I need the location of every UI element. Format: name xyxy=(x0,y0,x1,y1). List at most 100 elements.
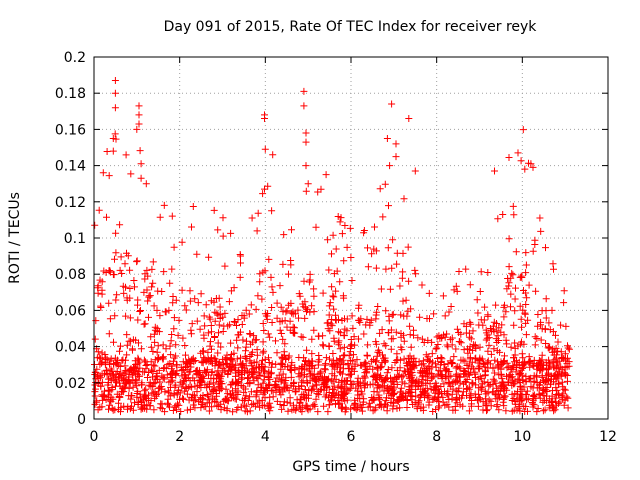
data-point xyxy=(530,356,538,364)
data-point xyxy=(328,322,336,330)
data-point xyxy=(330,305,338,313)
data-point xyxy=(484,312,492,320)
data-point xyxy=(131,364,139,372)
data-point xyxy=(347,405,355,413)
data-point xyxy=(259,349,267,357)
data-point xyxy=(362,321,370,329)
data-point xyxy=(224,322,232,330)
data-point xyxy=(431,386,439,394)
data-point xyxy=(412,270,420,278)
data-point xyxy=(243,337,250,345)
data-point xyxy=(112,296,120,304)
data-point xyxy=(151,338,159,346)
data-point xyxy=(511,307,519,315)
data-point xyxy=(493,384,501,392)
data-point xyxy=(510,406,518,414)
data-point xyxy=(199,359,207,367)
data-point xyxy=(469,380,477,388)
data-point xyxy=(259,320,267,327)
data-point xyxy=(537,227,545,235)
data-point xyxy=(410,331,417,339)
data-point xyxy=(279,260,287,268)
data-point xyxy=(329,350,337,357)
data-point xyxy=(554,338,562,346)
data-point xyxy=(268,304,276,311)
data-point xyxy=(91,369,99,376)
data-point xyxy=(252,393,260,401)
data-point xyxy=(407,392,415,400)
data-point xyxy=(316,386,324,394)
data-point xyxy=(147,343,155,351)
data-point xyxy=(290,380,297,387)
data-point xyxy=(174,331,182,339)
data-point xyxy=(511,344,519,352)
data-point xyxy=(264,330,272,338)
data-point xyxy=(145,313,152,321)
data-point xyxy=(364,244,371,252)
data-point xyxy=(115,370,123,378)
data-point xyxy=(193,382,201,390)
data-point xyxy=(322,375,330,383)
data-point xyxy=(413,403,421,411)
data-point xyxy=(507,303,514,311)
data-point xyxy=(306,377,314,385)
data-point xyxy=(236,360,244,368)
data-point xyxy=(154,342,162,350)
data-point xyxy=(411,167,419,175)
data-point xyxy=(325,311,333,319)
data-point xyxy=(542,244,549,252)
data-point xyxy=(422,351,430,359)
data-point xyxy=(175,316,183,324)
data-point xyxy=(210,298,218,306)
data-point xyxy=(128,402,135,410)
data-point xyxy=(529,247,537,255)
data-point xyxy=(146,402,154,410)
data-point xyxy=(441,312,449,320)
data-point xyxy=(380,403,388,411)
data-point xyxy=(153,376,161,384)
data-point xyxy=(149,258,157,266)
data-point xyxy=(191,357,199,364)
data-point xyxy=(106,268,114,276)
data-point xyxy=(244,374,252,382)
data-point xyxy=(279,308,287,316)
data-point xyxy=(142,365,150,373)
data-point xyxy=(564,394,572,402)
data-point xyxy=(505,235,513,243)
data-point xyxy=(284,407,292,415)
data-point xyxy=(334,339,342,347)
data-point xyxy=(374,303,382,310)
data-point xyxy=(301,314,309,322)
data-point xyxy=(473,296,481,304)
data-point xyxy=(140,288,148,296)
data-point xyxy=(286,326,294,334)
data-point xyxy=(205,253,213,261)
data-point xyxy=(435,404,443,412)
data-point xyxy=(241,395,249,403)
data-point xyxy=(378,363,386,371)
data-point xyxy=(457,330,465,338)
data-point xyxy=(325,266,333,274)
data-point xyxy=(467,402,475,410)
data-point xyxy=(519,376,527,384)
data-point xyxy=(105,391,113,399)
data-point xyxy=(403,404,411,411)
data-point xyxy=(268,360,276,368)
data-point xyxy=(124,405,131,413)
data-point xyxy=(245,310,253,318)
data-point xyxy=(172,361,180,369)
data-point xyxy=(300,390,308,398)
data-point xyxy=(254,399,262,407)
data-point xyxy=(291,366,299,374)
data-point xyxy=(98,378,106,386)
data-point xyxy=(399,249,407,257)
data-point xyxy=(168,212,176,220)
data-point xyxy=(126,285,134,292)
data-point xyxy=(325,401,333,409)
data-point xyxy=(147,366,155,374)
data-point xyxy=(373,363,381,371)
data-point xyxy=(564,344,572,352)
data-point xyxy=(254,375,262,383)
data-point xyxy=(281,351,288,359)
data-point xyxy=(267,273,275,281)
